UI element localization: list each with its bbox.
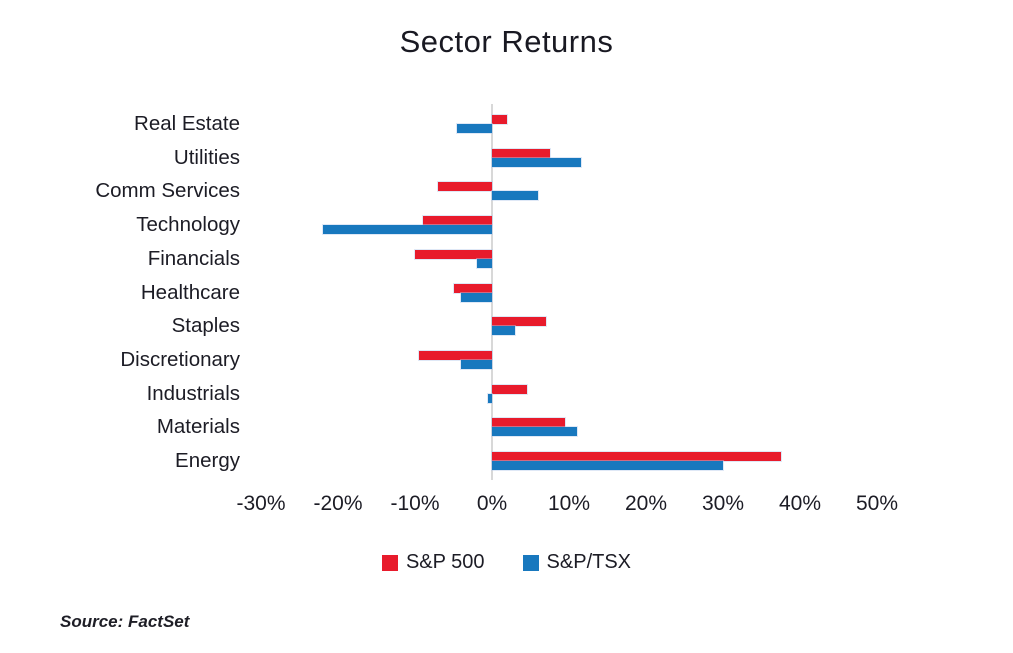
bar-sptsx-materials: [492, 427, 577, 437]
legend-item-sptsx: S&P/TSX: [522, 551, 632, 574]
bar-sp500-materials: [492, 418, 566, 428]
category-label-financials: Financials: [147, 246, 240, 270]
source-note: Source: FactSet: [60, 612, 190, 631]
bar-sp500-real-estate: [492, 115, 508, 124]
legend-label-sptsx: S&P/TSX: [546, 551, 632, 573]
legend-label-sp500: S&P 500: [405, 551, 485, 573]
x-tick-neg10pct: -10%: [390, 492, 440, 515]
bar-sptsx-technology: [322, 225, 492, 235]
chart-title: Sector Returns: [399, 24, 614, 59]
x-tick-neg30pct: -30%: [236, 492, 286, 515]
legend: S&P 500 S&P/TSX: [0, 551, 1013, 574]
x-tick-20pct: 20%: [624, 492, 668, 515]
x-tick-neg20pct: -20%: [313, 492, 363, 515]
x-tick-30pct: 30%: [701, 492, 745, 515]
category-label-technology: Technology: [136, 213, 240, 237]
bar-sp500-discretionary: [418, 350, 492, 360]
bar-sptsx-energy: [492, 461, 723, 470]
category-label-materials: Materials: [156, 415, 240, 439]
category-label-discretionary: Discretionary: [120, 347, 240, 371]
sp500-swatch-icon: [381, 554, 398, 571]
x-tick-50pct: 50%: [855, 492, 899, 515]
category-label-industrials: Industrials: [146, 381, 240, 405]
x-tick-0pct: 0%: [476, 492, 508, 515]
bar-sp500-healthcare: [453, 283, 492, 293]
bar-sp500-industrials: [492, 384, 527, 394]
category-label-comm-services: Comm Services: [95, 179, 240, 203]
bar-sptsx-utilities: [492, 157, 581, 167]
category-label-utilities: Utilities: [173, 145, 240, 169]
bar-sp500-comm-services: [438, 182, 492, 192]
bar-sp500-technology: [422, 216, 492, 226]
bar-sptsx-discretionary: [461, 359, 492, 369]
bar-sp500-utilities: [492, 148, 550, 158]
sptsx-swatch-icon: [522, 554, 539, 571]
bar-sptsx-financials: [476, 258, 492, 268]
bar-sptsx-real-estate: [457, 124, 492, 133]
category-label-real-estate: Real Estate: [134, 112, 240, 135]
bar-sptsx-healthcare: [461, 292, 492, 302]
bar-sptsx-comm-services: [492, 191, 539, 201]
legend-item-sp500: S&P 500: [381, 551, 485, 574]
x-tick-10pct: 10%: [547, 492, 591, 515]
bar-sp500-staples: [492, 317, 546, 327]
plot-area: [261, 104, 877, 480]
category-label-healthcare: Healthcare: [140, 280, 240, 304]
bar-sp500-financials: [415, 249, 492, 259]
zero-axis-line: [491, 104, 493, 480]
category-label-staples: Staples: [171, 314, 240, 338]
bar-sptsx-industrials: [488, 393, 492, 403]
bar-sptsx-staples: [492, 326, 516, 336]
category-label-energy: Energy: [175, 449, 240, 472]
bar-sp500-energy: [492, 452, 781, 461]
x-tick-40pct: 40%: [778, 492, 822, 515]
